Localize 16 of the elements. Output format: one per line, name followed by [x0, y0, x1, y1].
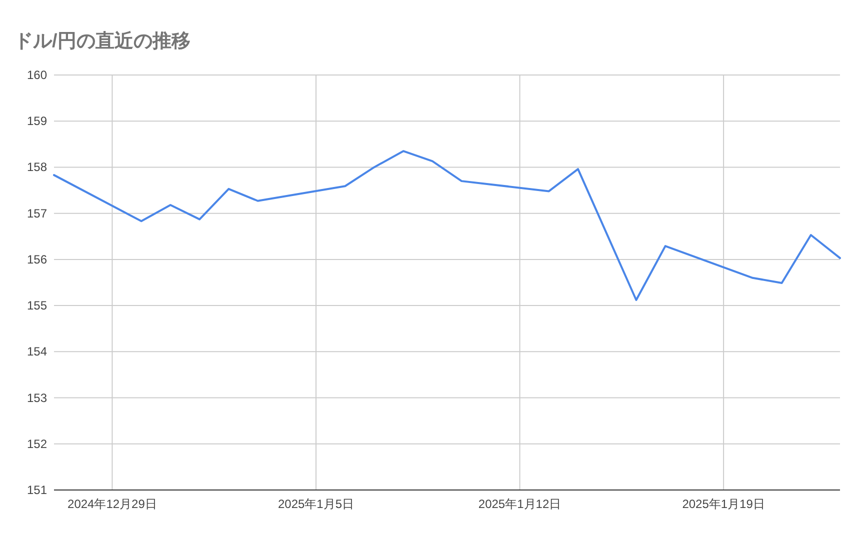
y-tick-label: 157 — [26, 206, 48, 220]
x-tick-label: 2025年1月19日 — [682, 497, 765, 511]
x-tick-label: 2025年1月12日 — [478, 497, 562, 511]
y-tick-label: 156 — [26, 252, 48, 266]
y-tick-label: 158 — [26, 160, 48, 174]
y-tick-label: 160 — [26, 68, 48, 82]
line-series — [53, 150, 841, 302]
y-tick-label: 151 — [26, 483, 48, 497]
x-tick-label: 2025年1月5日 — [278, 497, 354, 511]
y-tick-label: 159 — [26, 114, 48, 128]
y-tick-label: 152 — [26, 436, 48, 451]
chart-title: ドル/円の直近の推移 — [14, 30, 190, 52]
y-tick-label: 155 — [26, 298, 48, 313]
y-tick-label: 153 — [26, 390, 48, 405]
y-tick-label: 154 — [26, 344, 48, 359]
x-tick-label: 2024年12月29日 — [68, 497, 157, 511]
